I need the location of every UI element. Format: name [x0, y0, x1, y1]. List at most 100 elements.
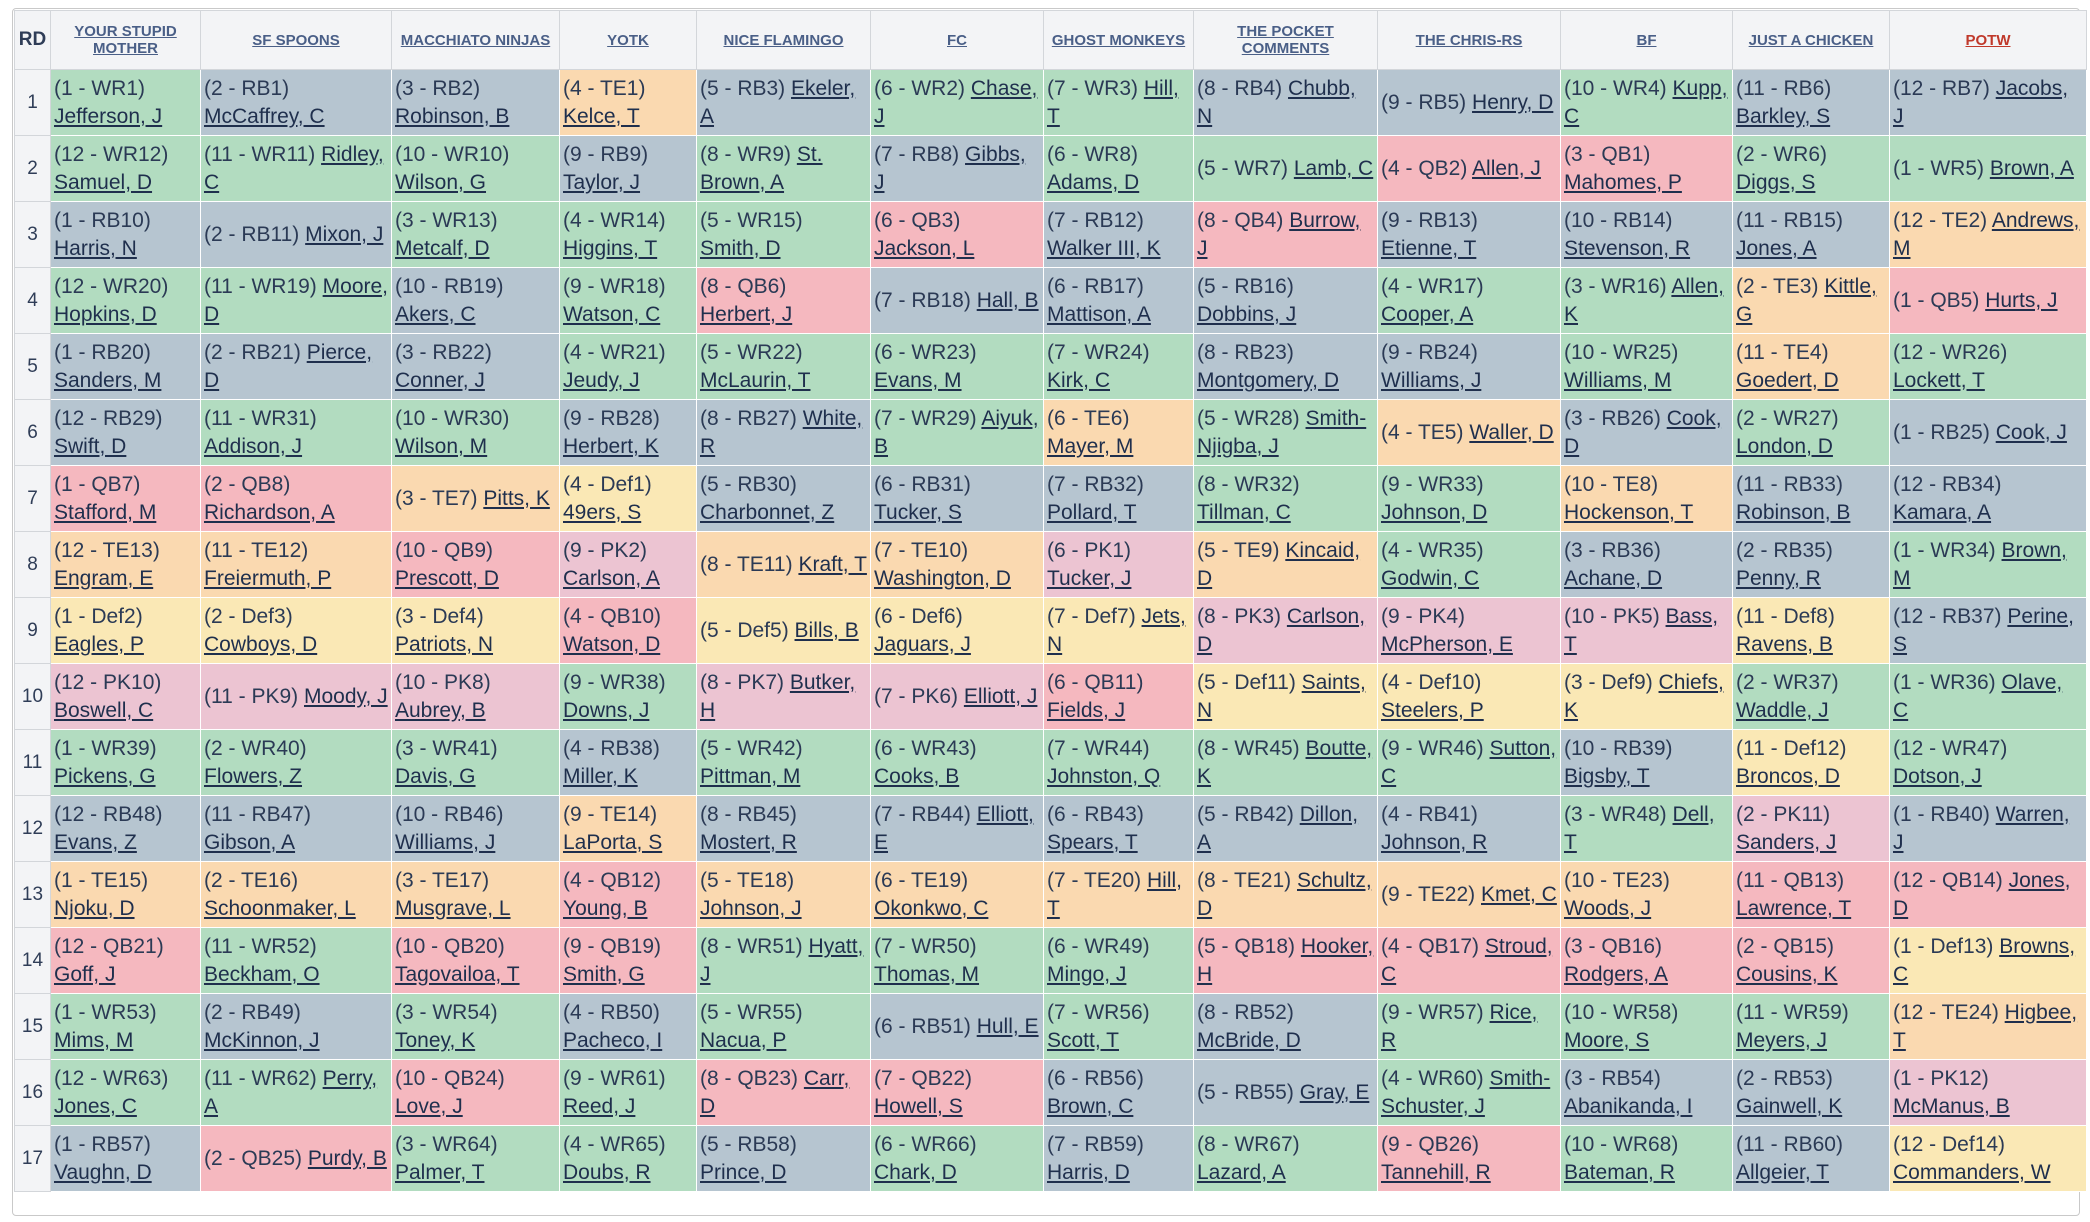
player-name-link[interactable]: Jeudy, J: [563, 368, 640, 392]
player-name-link[interactable]: Tillman, C: [1197, 500, 1291, 524]
player-name-link[interactable]: Penny, R: [1736, 566, 1821, 590]
player-name-link[interactable]: Dell, T: [1564, 802, 1715, 854]
player-name-link[interactable]: Jackson, L: [874, 236, 975, 260]
player-name-link[interactable]: Harris, N: [54, 236, 137, 260]
player-name-link[interactable]: Lamb, C: [1293, 156, 1374, 180]
team-name-link[interactable]: THE POCKET COMMENTS: [1237, 23, 1334, 57]
player-name-link[interactable]: Purdy, B: [307, 1146, 387, 1170]
team-name-link[interactable]: FC: [947, 31, 967, 49]
player-name-link[interactable]: Barkley, S: [1736, 104, 1831, 128]
player-name-link[interactable]: Swift, D: [54, 434, 127, 458]
player-name-link[interactable]: Johnson, J: [700, 896, 802, 920]
player-name-link[interactable]: Hill, T: [1047, 868, 1182, 920]
player-name-link[interactable]: Cooks, B: [874, 764, 960, 788]
player-name-link[interactable]: Hall, B: [976, 288, 1039, 312]
player-name-link[interactable]: Dobbins, J: [1197, 302, 1297, 326]
player-name-link[interactable]: Herbert, J: [700, 302, 793, 326]
player-name-link[interactable]: Moore, D: [204, 274, 388, 326]
player-name-link[interactable]: Pittman, M: [700, 764, 801, 788]
player-name-link[interactable]: Lazard, A: [1197, 1160, 1286, 1184]
player-name-link[interactable]: Nacua, P: [700, 1028, 787, 1052]
player-name-link[interactable]: Scott, T: [1047, 1028, 1119, 1052]
player-name-link[interactable]: Kraft, T: [798, 552, 867, 576]
player-name-link[interactable]: Pollard, T: [1047, 500, 1137, 524]
player-name-link[interactable]: Robinson, B: [1736, 500, 1851, 524]
player-name-link[interactable]: Doubs, R: [563, 1160, 651, 1184]
player-name-link[interactable]: Washington, D: [874, 566, 1011, 590]
player-name-link[interactable]: Allen, K: [1564, 274, 1724, 326]
player-name-link[interactable]: Allen, J: [1472, 156, 1541, 180]
player-name-link[interactable]: Waddle, J: [1736, 698, 1829, 722]
player-name-link[interactable]: Gainwell, K: [1736, 1094, 1843, 1118]
team-name-link[interactable]: BF: [1636, 31, 1657, 49]
team-name-link[interactable]: GHOST MONKEYS: [1051, 31, 1186, 49]
player-name-link[interactable]: Etienne, T: [1381, 236, 1477, 260]
player-name-link[interactable]: Mims, M: [54, 1028, 134, 1052]
team-name-link[interactable]: YOTK: [607, 31, 649, 49]
player-name-link[interactable]: Aubrey, B: [395, 698, 486, 722]
player-name-link[interactable]: Stafford, M: [54, 500, 157, 524]
player-name-link[interactable]: Boutte, K: [1197, 736, 1373, 788]
player-name-link[interactable]: Mixon, J: [305, 222, 384, 246]
player-name-link[interactable]: Cook, D: [1564, 406, 1722, 458]
player-name-link[interactable]: Sanders, M: [54, 368, 162, 392]
team-name-link[interactable]: NICE FLAMINGO: [723, 31, 844, 49]
player-name-link[interactable]: Ridley, C: [204, 142, 384, 194]
player-name-link[interactable]: Sanders, J: [1736, 830, 1837, 854]
player-name-link[interactable]: Cooper, A: [1381, 302, 1474, 326]
player-name-link[interactable]: Lockett, T: [1893, 368, 1985, 392]
player-name-link[interactable]: Burrow, J: [1197, 208, 1361, 260]
player-name-link[interactable]: Bass, T: [1564, 604, 1719, 656]
player-name-link[interactable]: McPherson, E: [1381, 632, 1513, 656]
team-name-link[interactable]: SF SPOONS: [252, 31, 340, 49]
player-name-link[interactable]: Perry, A: [204, 1066, 378, 1118]
player-name-link[interactable]: Pitts, K: [483, 486, 550, 510]
player-name-link[interactable]: Godwin, C: [1381, 566, 1480, 590]
team-name-link[interactable]: JUST A CHICKEN: [1748, 31, 1874, 49]
player-name-link[interactable]: Brown, A: [1989, 156, 2074, 180]
player-name-link[interactable]: McKinnon, J: [204, 1028, 320, 1052]
player-name-link[interactable]: Elliott, J: [963, 684, 1038, 708]
player-name-link[interactable]: Njoku, D: [54, 896, 135, 920]
player-name-link[interactable]: Sutton, C: [1381, 736, 1557, 788]
player-name-link[interactable]: Browns, C: [1893, 934, 2076, 986]
player-name-link[interactable]: Perine, S: [1893, 604, 2074, 656]
player-name-link[interactable]: Dillon, A: [1197, 802, 1359, 854]
player-name-link[interactable]: Downs, J: [563, 698, 650, 722]
player-name-link[interactable]: Elliott, E: [874, 802, 1034, 854]
player-name-link[interactable]: McCaffrey, C: [204, 104, 325, 128]
player-name-link[interactable]: Freiermuth, P: [204, 566, 332, 590]
player-name-link[interactable]: White, R: [700, 406, 863, 458]
player-name-link[interactable]: Tagovailoa, T: [395, 962, 520, 986]
team-name-link[interactable]: THE CHRIS-RS: [1415, 31, 1523, 49]
player-name-link[interactable]: McLaurin, T: [700, 368, 811, 392]
player-name-link[interactable]: Tannehill, R: [1381, 1160, 1491, 1184]
player-name-link[interactable]: Wilson, G: [395, 170, 487, 194]
player-name-link[interactable]: Woods, J: [1564, 896, 1652, 920]
player-name-link[interactable]: Charbonnet, Z: [700, 500, 835, 524]
player-name-link[interactable]: Carr, D: [700, 1066, 850, 1118]
player-name-link[interactable]: Jones, D: [1893, 868, 2071, 920]
player-name-link[interactable]: Montgomery, D: [1197, 368, 1339, 392]
player-name-link[interactable]: Davis, G: [395, 764, 476, 788]
player-name-link[interactable]: 49ers, S: [563, 500, 642, 524]
player-name-link[interactable]: Broncos, D: [1736, 764, 1840, 788]
player-name-link[interactable]: Abanikanda, I: [1564, 1094, 1693, 1118]
player-name-link[interactable]: Williams, M: [1564, 368, 1672, 392]
player-name-link[interactable]: Smith, G: [563, 962, 645, 986]
player-name-link[interactable]: Henry, D: [1472, 90, 1554, 114]
team-name-link[interactable]: YOUR STUPID MOTHER: [74, 23, 177, 57]
player-name-link[interactable]: Bateman, R: [1564, 1160, 1675, 1184]
player-name-link[interactable]: Prince, D: [700, 1160, 787, 1184]
player-name-link[interactable]: Stroud, C: [1381, 934, 1553, 986]
player-name-link[interactable]: Warren, J: [1893, 802, 2070, 854]
player-name-link[interactable]: Brown, M: [1893, 538, 2067, 590]
player-name-link[interactable]: Howell, S: [874, 1094, 963, 1118]
player-name-link[interactable]: Gibson, A: [204, 830, 296, 854]
player-name-link[interactable]: Kmet, C: [1481, 882, 1557, 906]
player-name-link[interactable]: Rice, R: [1381, 1000, 1538, 1052]
player-name-link[interactable]: Beckham, O: [204, 962, 320, 986]
player-name-link[interactable]: Eagles, P: [54, 632, 144, 656]
player-name-link[interactable]: Cook, J: [1995, 420, 2067, 444]
player-name-link[interactable]: Bills, B: [794, 618, 859, 642]
